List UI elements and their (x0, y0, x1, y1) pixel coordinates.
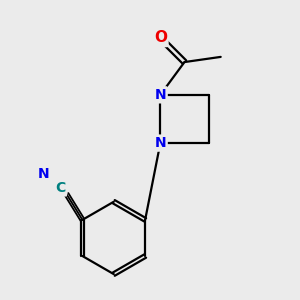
Text: C: C (55, 181, 65, 195)
Text: N: N (37, 167, 49, 181)
Text: N: N (154, 88, 166, 102)
Text: O: O (154, 30, 167, 45)
Text: N: N (154, 136, 166, 150)
